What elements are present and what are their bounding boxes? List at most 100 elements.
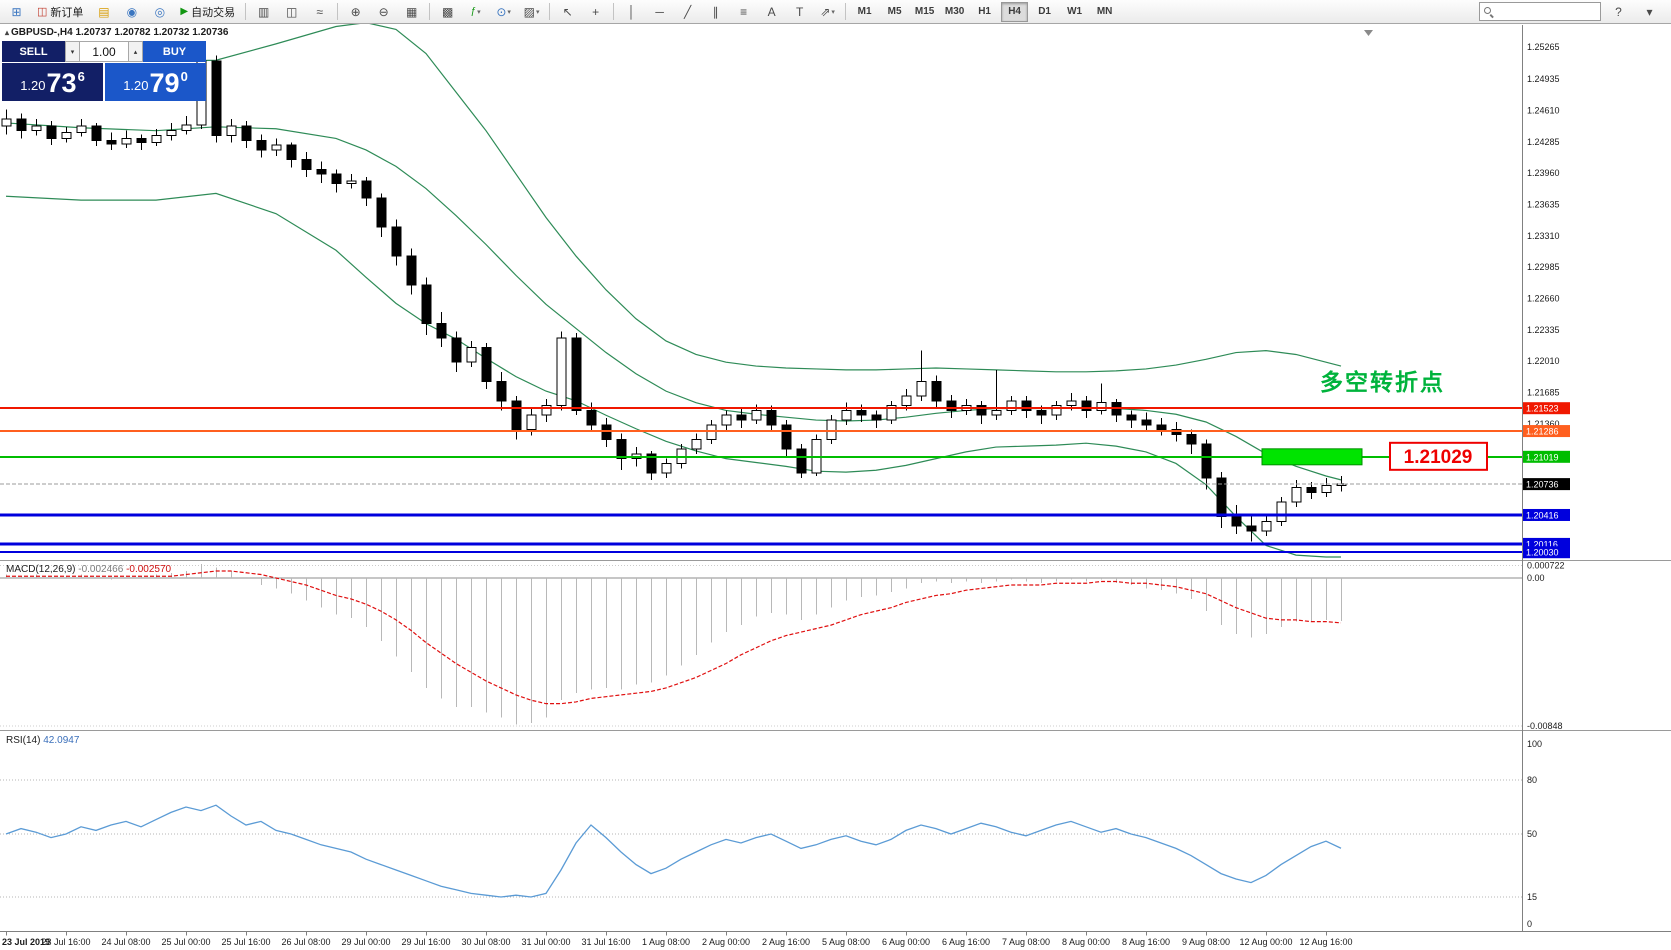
buy-price-pipette: 0 xyxy=(180,69,188,84)
timeframe-m1[interactable]: M1 xyxy=(857,6,872,17)
chevron-down-icon: ▾ xyxy=(477,8,481,16)
text-label-button[interactable]: T xyxy=(786,1,813,23)
profiles-button[interactable]: ▤ xyxy=(90,1,117,23)
fibonacci-button[interactable]: ≡ xyxy=(730,1,757,23)
candle-body xyxy=(1126,414,1137,421)
rsi-header: RSI(14) 42.0947 xyxy=(6,735,79,746)
trade-panel-top-row: SELL ▾ 1.00 ▴ BUY xyxy=(2,41,206,62)
time-axis-label: 7 Aug 08:00 xyxy=(1002,937,1050,947)
price-axis-label: 1.25265 xyxy=(1527,42,1560,52)
periods-button[interactable]: ⊙ ▾ xyxy=(490,1,517,23)
price-axis-label: 1.22985 xyxy=(1527,262,1560,272)
one-click-collapse-icon[interactable]: ▴ xyxy=(5,28,10,37)
crosshair-button[interactable]: + xyxy=(582,1,609,23)
search-input[interactable] xyxy=(1498,4,1644,19)
candle-body xyxy=(316,168,327,175)
chevron-down-icon: ▾ xyxy=(536,8,540,16)
toolbar-separator xyxy=(337,3,339,20)
sell-label[interactable]: SELL xyxy=(2,41,65,62)
volume-increase-button[interactable]: ▴ xyxy=(128,41,143,62)
candle-body xyxy=(1276,501,1287,522)
timeframe-h4[interactable]: H4 xyxy=(1001,1,1029,22)
price-axis-label: 1.24285 xyxy=(1527,137,1560,147)
bar-chart-button[interactable]: ▥ xyxy=(250,1,277,23)
toolbar: ⊞ ◫ 新订单 ▤ ◉ ◎ ▶ 自动交易 ▥ ◫ ≈ ⊕ ⊖ ▦ ▩ ƒ ▾ ⊙ ▾… xyxy=(0,0,1671,24)
price-level-tag-text: 1.20030 xyxy=(1526,548,1559,558)
volume-decrease-button[interactable]: ▾ xyxy=(65,41,80,62)
arrows-button[interactable]: ⇗ ▾ xyxy=(814,1,841,23)
rsi-axis-label: 50 xyxy=(1527,829,1537,839)
buy-button[interactable]: 1.20 79 0 xyxy=(105,63,206,101)
candle-body xyxy=(526,414,537,431)
macd-signal-value: -0.002570 xyxy=(126,564,172,575)
macd-signal-line xyxy=(6,570,1342,705)
cascade-windows-button[interactable]: ▩ xyxy=(434,1,461,23)
highlight-rectangle[interactable] xyxy=(1261,448,1363,466)
channel-button[interactable]: ∥ xyxy=(702,1,729,23)
candle-body xyxy=(886,405,897,421)
toolbar-options-button[interactable]: ▾ xyxy=(1636,1,1663,23)
time-axis-label: 30 Jul 08:00 xyxy=(461,937,510,947)
trade-panel-price-row: 1.20 73 6 1.20 79 0 xyxy=(2,63,206,101)
sell-price-pipette: 6 xyxy=(77,69,85,84)
price-level-tag-text: 1.21286 xyxy=(1526,427,1559,437)
price-axis-label: 1.22010 xyxy=(1527,356,1560,366)
timeframe-m30[interactable]: M30 xyxy=(944,6,965,17)
trendline-button[interactable]: ╱ xyxy=(674,1,701,23)
candle-body xyxy=(1171,429,1182,436)
candle-body xyxy=(991,409,1002,416)
price-callout-box[interactable] xyxy=(1389,441,1488,471)
vertical-line-button[interactable]: │ xyxy=(618,1,645,23)
time-axis-label: 31 Jul 16:00 xyxy=(581,937,630,947)
turning-point-annotation[interactable]: 多空转折点 xyxy=(1320,369,1445,395)
timeframe-m15[interactable]: M15 xyxy=(914,6,935,17)
line-chart-button[interactable]: ≈ xyxy=(306,1,333,23)
auto-trading-button[interactable]: ▶ 自动交易 xyxy=(174,1,241,23)
zoom-out-button[interactable]: ⊖ xyxy=(370,1,397,23)
time-axis-label: 6 Aug 16:00 xyxy=(942,937,990,947)
candle-body xyxy=(256,139,267,151)
tile-windows-button[interactable]: ▦ xyxy=(398,1,425,23)
candle-body xyxy=(1291,487,1302,503)
sell-button[interactable]: 1.20 73 6 xyxy=(2,63,103,101)
chart-shift-marker-icon[interactable] xyxy=(1364,30,1373,36)
trendline-icon: ╱ xyxy=(683,4,692,19)
candle-body xyxy=(721,414,732,426)
new-chart-button[interactable]: ⊞ xyxy=(3,1,30,23)
help-button[interactable]: ? xyxy=(1605,1,1632,23)
timeframe-m5[interactable]: M5 xyxy=(887,6,902,17)
timeframe-mn[interactable]: MN xyxy=(1096,6,1113,17)
time-axis-label: 29 Jul 16:00 xyxy=(401,937,450,947)
text-tool-button[interactable]: A xyxy=(758,1,785,23)
candle-body xyxy=(166,130,177,137)
time-axis-label: 31 Jul 00:00 xyxy=(521,937,570,947)
timeframe-h1[interactable]: H1 xyxy=(978,6,991,17)
sell-price-head: 1.20 xyxy=(20,78,46,93)
time-axis-label: 23 Jul 2019 xyxy=(2,937,50,947)
timeframe-d1[interactable]: D1 xyxy=(1038,6,1051,17)
volume-input[interactable]: 1.00 xyxy=(80,41,128,62)
cursor-button[interactable]: ↖ xyxy=(554,1,581,23)
toolbar-right-group: ? ▾ xyxy=(1479,1,1663,23)
time-axis-label: 2 Aug 16:00 xyxy=(762,937,810,947)
timeframe-w1[interactable]: W1 xyxy=(1067,6,1083,17)
price-axis-label: 1.23960 xyxy=(1527,168,1560,178)
buy-price-big: 79 xyxy=(149,68,180,98)
candlestick-chart-button[interactable]: ◫ xyxy=(278,1,305,23)
candle-body xyxy=(1081,400,1092,411)
symbol-info: ▴ GBPUSD-,H4 1.20737 1.20782 1.20732 1.20… xyxy=(5,27,228,38)
candle-body xyxy=(451,337,462,363)
buy-label[interactable]: BUY xyxy=(143,41,206,62)
zoom-in-button[interactable]: ⊕ xyxy=(342,1,369,23)
macd-axis-label: -0.00848 xyxy=(1527,721,1563,731)
candle-body xyxy=(346,180,357,185)
new-order-button[interactable]: ◫ 新订单 xyxy=(31,1,89,23)
market-watch-button[interactable]: ◉ xyxy=(118,1,145,23)
navigator-button[interactable]: ◎ xyxy=(146,1,173,23)
templates-button[interactable]: ▨ ▾ xyxy=(518,1,545,23)
horizontal-line-button[interactable]: ─ xyxy=(646,1,673,23)
candle-body xyxy=(1231,516,1242,527)
rsi-line xyxy=(5,804,1342,898)
indicators-button[interactable]: ƒ ▾ xyxy=(462,1,489,23)
